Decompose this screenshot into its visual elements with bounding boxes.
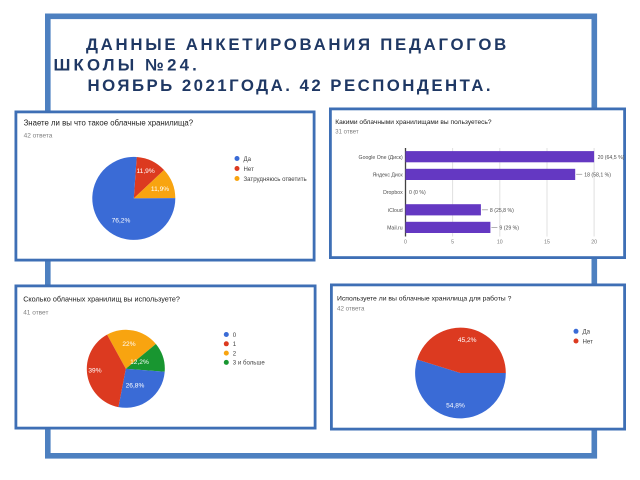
svg-text:Знаете ли вы что такое облачны: Знаете ли вы что такое облачные хранилищ… (24, 119, 194, 128)
svg-text:12,2%: 12,2% (130, 359, 149, 366)
svg-text:Нет: Нет (583, 338, 594, 345)
svg-text:9 (29 %): 9 (29 %) (499, 226, 519, 232)
svg-text:31 ответ: 31 ответ (335, 129, 359, 135)
svg-text:Нет: Нет (244, 166, 255, 173)
svg-text:Затрудняюсь ответить: Затрудняюсь ответить (244, 176, 307, 183)
svg-text:Да: Да (244, 156, 252, 163)
svg-text:11,9%: 11,9% (136, 168, 154, 175)
svg-text:0: 0 (404, 240, 407, 246)
svg-text:Какими облачными хранилищами в: Какими облачными хранилищами вы пользует… (335, 118, 492, 126)
svg-text:0 (0 %): 0 (0 %) (409, 190, 426, 196)
svg-text:42 ответа: 42 ответа (24, 133, 53, 140)
svg-text:Mail.ru: Mail.ru (387, 226, 403, 232)
svg-text:Яндекс Диск: Яндекс Диск (373, 173, 404, 179)
svg-text:3 и больше: 3 и больше (233, 360, 266, 367)
svg-text:Google Оne (Диск): Google Оne (Диск) (359, 155, 403, 161)
svg-text:22%: 22% (122, 341, 135, 348)
svg-text:iCloud: iCloud (388, 208, 403, 214)
svg-text:54,8%: 54,8% (446, 403, 465, 410)
svg-text:НОЯБРЬ 2021ГОДА. 42 РЕСПОНДЕНТ: НОЯБРЬ 2021ГОДА. 42 РЕСПОНДЕНТА. (88, 76, 494, 95)
svg-text:8 (25,8 %): 8 (25,8 %) (490, 208, 514, 214)
svg-text:1: 1 (233, 341, 237, 348)
svg-text:Dropbox: Dropbox (383, 190, 403, 196)
svg-text:0: 0 (233, 332, 237, 339)
svg-text:2: 2 (233, 350, 237, 357)
svg-text:15: 15 (544, 240, 550, 246)
svg-text:Да: Да (583, 329, 591, 336)
svg-text:42 ответа: 42 ответа (337, 305, 365, 312)
svg-text:Используете ли вы облачные хра: Используете ли вы облачные хранилища для… (337, 295, 512, 303)
svg-text:ШКОЛЫ №24.: ШКОЛЫ №24. (54, 55, 200, 74)
svg-text:11,9%: 11,9% (151, 186, 169, 193)
svg-text:20 (64,5 %): 20 (64,5 %) (598, 155, 625, 161)
svg-text:ДАННЫЕ АНКЕТИРОВАНИЯ ПЕДАГОГО: ДАННЫЕ АНКЕТИРОВАНИЯ ПЕДАГОГОВ (86, 35, 509, 54)
svg-text:Сколько облачных хранилищ вы и: Сколько облачных хранилищ вы используете… (23, 295, 180, 304)
svg-text:18 (58,1 %): 18 (58,1 %) (584, 173, 611, 179)
svg-text:20: 20 (591, 240, 597, 246)
svg-text:39%: 39% (88, 367, 101, 374)
svg-text:10: 10 (497, 240, 503, 246)
svg-text:76,2%: 76,2% (112, 217, 131, 224)
svg-text:41 ответ: 41 ответ (23, 310, 48, 317)
svg-text:45,2%: 45,2% (458, 337, 477, 344)
svg-text:5: 5 (451, 240, 454, 246)
svg-text:26,8%: 26,8% (126, 382, 145, 389)
